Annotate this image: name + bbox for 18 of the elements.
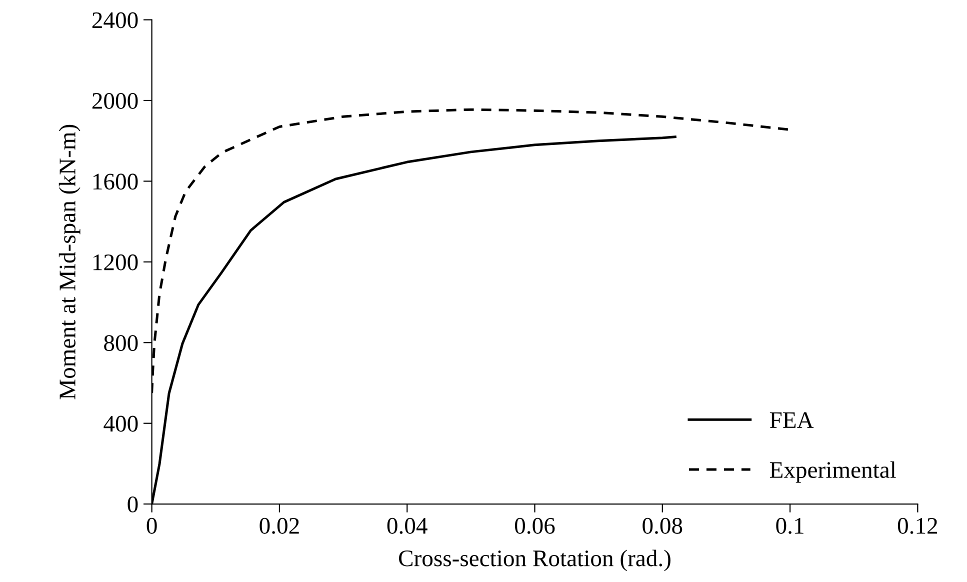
y-axis-title: Moment at Mid-span (kN-m) xyxy=(58,124,80,400)
legend-label: Experimental xyxy=(770,461,896,483)
x-tick-label: 0.08 xyxy=(642,518,682,534)
y-tick-label: 2400 xyxy=(92,12,138,28)
y-tick-label: 800 xyxy=(104,335,138,352)
y-tick-label: 400 xyxy=(104,416,138,432)
y-tick-label: 2000 xyxy=(92,92,138,109)
x-axis-title: Cross-section Rotation (rad.) xyxy=(399,550,670,572)
x-tick-label: 0.12 xyxy=(898,518,938,534)
y-tick-label: 0 xyxy=(128,496,138,512)
x-tick-label: 0.02 xyxy=(260,518,299,534)
y-tick-label: 1200 xyxy=(93,254,138,270)
legend-label: FEA xyxy=(770,412,814,428)
x-tick-label: 0.1 xyxy=(776,518,804,534)
y-tick-label: 1600 xyxy=(93,174,138,190)
x-tick-label: 0 xyxy=(146,518,157,534)
x-tick-label: 0.04 xyxy=(387,518,428,534)
x-tick-label: 0.06 xyxy=(514,518,555,534)
